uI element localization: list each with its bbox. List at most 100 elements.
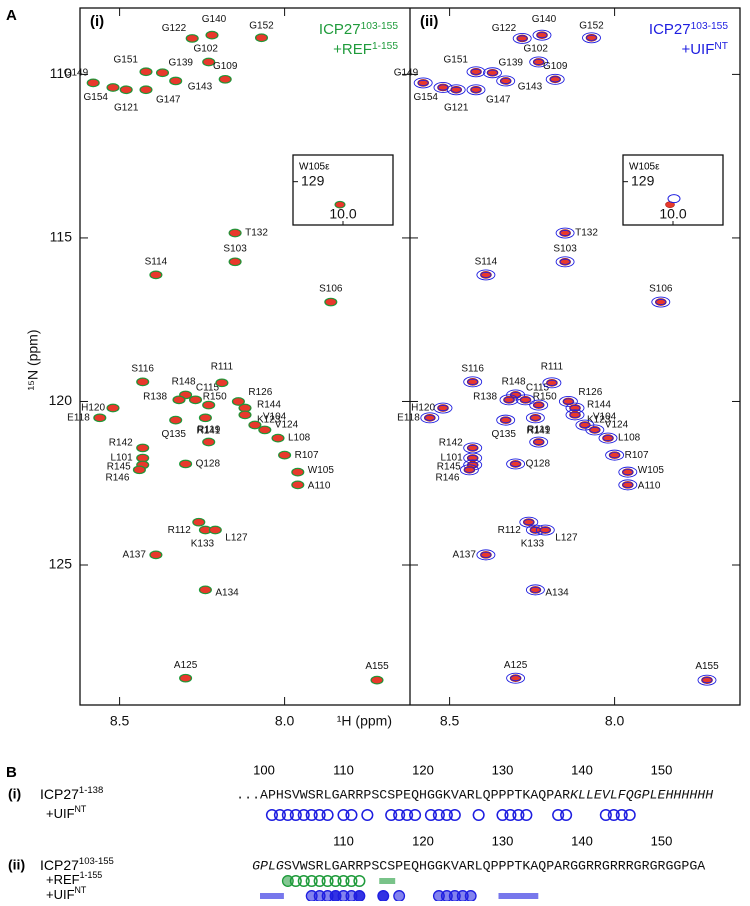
- peak-label: G121: [114, 102, 139, 113]
- overlay-peak: [565, 409, 585, 421]
- overlay-peak: [535, 524, 555, 536]
- reference-peak: [417, 79, 430, 87]
- overlay-peak: [476, 269, 496, 281]
- legend-name: ICP27103-155: [649, 21, 728, 38]
- peak-label: S114: [475, 257, 498, 268]
- peak-label: G143: [518, 82, 543, 93]
- x-tick-label: 8.5: [110, 713, 130, 729]
- x-tick-label: 8.0: [275, 713, 295, 729]
- overlay-peak: [529, 436, 549, 448]
- reference-peak: [509, 460, 522, 468]
- peak-label: R148: [502, 377, 526, 388]
- overlay-peak: [512, 32, 532, 44]
- row-name-main: +REF: [46, 872, 80, 887]
- overlay-peak: [516, 394, 535, 406]
- peak-label: L101: [440, 453, 463, 464]
- peak-label: V104: [263, 412, 287, 423]
- peak-label: R126: [578, 387, 602, 398]
- reference-peak: [559, 229, 571, 237]
- spectrum-label: (i): [90, 13, 104, 30]
- peak-label: C115: [196, 382, 220, 393]
- reference-peak: [654, 298, 667, 306]
- peak-label: R107: [625, 450, 649, 461]
- perturbation-circle: [337, 808, 350, 822]
- reference-peak: [588, 426, 601, 434]
- reference-peak: [499, 416, 512, 424]
- overlay-peak: [228, 228, 242, 238]
- overlay-peak: [500, 77, 512, 84]
- peak-label: S116: [131, 363, 154, 374]
- y-tick-label: 120: [49, 392, 73, 408]
- overlay-peak: [609, 452, 620, 459]
- overlay-peak: [530, 414, 541, 421]
- reference-peak: [463, 466, 476, 474]
- perturbation-circle: [512, 808, 525, 822]
- peak-label: V104: [593, 412, 617, 423]
- inset-x-tick-label: 10.0: [329, 206, 356, 222]
- peak-label: R138: [143, 391, 167, 402]
- overlay-peak: [198, 413, 212, 423]
- peak-label: H120: [411, 403, 435, 414]
- overlay-peak: [291, 480, 305, 490]
- overlay-peak: [450, 86, 462, 93]
- reference-peak: [621, 468, 634, 476]
- overlay-peak: [598, 432, 618, 444]
- reference-peak: [335, 201, 345, 208]
- overlay-peak: [413, 77, 433, 89]
- peak-label: E118: [397, 412, 420, 423]
- perturbation-circle: [607, 808, 620, 822]
- overlay-peak: [179, 390, 193, 400]
- peak-label: G140: [202, 14, 227, 25]
- overlay-peak: [586, 34, 597, 41]
- peak-label: K133: [191, 539, 215, 550]
- peak-label: V124: [275, 420, 299, 431]
- reference-peak: [516, 34, 529, 43]
- residue-number: 140: [571, 762, 593, 777]
- overlay-peak: [605, 449, 625, 461]
- overlay-peak: [618, 466, 638, 478]
- perturbation-circle: [313, 874, 326, 888]
- peak-label: G140: [532, 14, 557, 25]
- reference-peak: [480, 551, 492, 559]
- peak-label: L101: [110, 453, 133, 464]
- peak-label: A110: [308, 481, 331, 492]
- perturbation-circle: [520, 808, 533, 822]
- peak-label: R111: [211, 361, 234, 372]
- perturbation-circle: [345, 808, 358, 822]
- reference-peak: [585, 33, 598, 42]
- residue-number: 110: [333, 762, 354, 777]
- peak-label: R112: [168, 525, 192, 536]
- perturbation-circle: [305, 808, 318, 822]
- peak-label: T132: [245, 228, 268, 239]
- peak-label: A134: [545, 588, 569, 599]
- peak-label: A137: [453, 550, 477, 561]
- perturbation-circle: [337, 874, 350, 888]
- perturbation-circle: [385, 808, 398, 822]
- overlay-peak: [254, 33, 269, 43]
- overlay-peak: [545, 73, 565, 85]
- peak-label: G121: [444, 102, 469, 113]
- peak-label: L127: [225, 533, 248, 544]
- overlay-peak: [510, 675, 521, 682]
- y-tick-label: 110: [50, 65, 73, 81]
- row-name: +UIFNT: [46, 804, 87, 821]
- overlay-peak: [569, 411, 581, 418]
- panel-letter: B: [6, 764, 17, 781]
- peak-label: G154: [414, 92, 439, 103]
- reference-peak: [701, 676, 713, 684]
- peak-label: G122: [162, 23, 187, 34]
- construct-name-main: ICP27: [40, 786, 79, 802]
- reference-peak: [602, 434, 614, 442]
- peak-label: R112: [498, 525, 522, 536]
- sequence-panel-label: (ii): [8, 857, 25, 873]
- peak-label: R107: [295, 450, 319, 461]
- peak-label: A137: [123, 550, 147, 561]
- inset-x-tick-label: 10.0: [659, 206, 686, 222]
- reference-peak: [466, 444, 479, 452]
- overlay-peak: [278, 450, 292, 460]
- peak-label: R141: [526, 425, 550, 436]
- overlay-peak: [202, 437, 216, 447]
- overlay-peak: [539, 527, 551, 534]
